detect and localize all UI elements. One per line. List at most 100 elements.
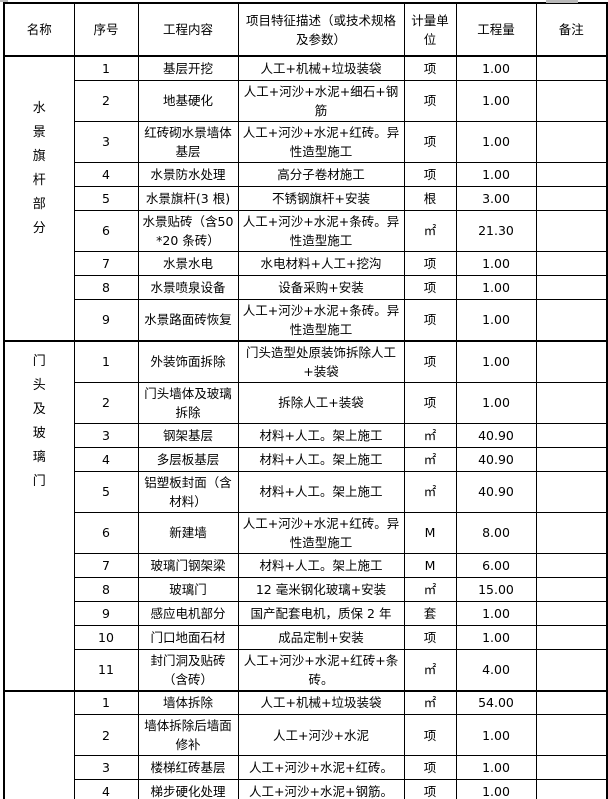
row-unit: 项 [403, 624, 457, 650]
table-header: 名称 序号 工程内容 项目特征描述（或技术规格及参数） 计量单位 工程量 备注 [3, 2, 608, 57]
table-row: 6 新建墙 人工+河沙+水泥+红砖。异性造型施工 M 8.00 [4, 511, 608, 554]
row-feature-desc: 不锈钢旗杆+安装 [237, 185, 405, 211]
row-work-content: 水景水电 [137, 250, 239, 276]
row-unit: 项 [403, 381, 457, 424]
row-remark [535, 779, 608, 799]
row-remark [535, 340, 608, 383]
row-remark [535, 381, 608, 424]
table-row: 3 钢架基层 材料+人工。架上施工 ㎡ 40.90 [4, 422, 608, 448]
header-row: 名称 序号 工程内容 项目特征描述（或技术规格及参数） 计量单位 工程量 备注 [3, 2, 608, 57]
header-serial: 序号 [73, 2, 139, 57]
row-serial: 4 [73, 779, 139, 799]
table-row: 1 墙体拆除 人工+机械+垃圾装袋 ㎡ 54.00 [3, 690, 608, 799]
row-work-content: 水景旗杆(3 根) [137, 185, 239, 211]
section-name: 水景旗杆部分 [32, 101, 46, 236]
row-unit: 项 [403, 340, 457, 383]
row-serial: 3 [73, 120, 139, 163]
row-remark [535, 250, 608, 276]
row-unit: 项 [403, 161, 457, 187]
header-remark: 备注 [535, 2, 608, 57]
row-serial: 9 [73, 298, 139, 341]
row-serial: 5 [73, 470, 139, 513]
row-serial: 2 [73, 381, 139, 424]
row-work-content: 门口地面石材 [137, 624, 239, 650]
row-serial: 11 [73, 648, 139, 691]
row-remark [535, 470, 608, 513]
row-work-content: 感应电机部分 [137, 600, 239, 626]
row-quantity: 40.90 [455, 446, 537, 472]
row-feature-desc: 12 毫米钢化玻璃+安装 [237, 576, 405, 602]
row-serial: 8 [73, 576, 139, 602]
row-quantity: 1.00 [455, 714, 537, 756]
table-row: 3 楼梯红砖基层 人工+河沙+水泥+红砖。 项 1.00 [4, 755, 608, 780]
row-work-content: 墙体拆除后墙面修补 [137, 714, 239, 756]
row-serial: 7 [73, 250, 139, 276]
row-remark [535, 185, 608, 211]
row-serial: 4 [73, 161, 139, 187]
row-remark [535, 274, 608, 300]
row-work-content: 门头墙体及玻璃拆除 [137, 381, 239, 424]
row-quantity: 40.90 [455, 422, 537, 448]
table-row: 10 门口地面石材 成品定制+安装 项 1.00 [4, 624, 608, 650]
row-work-content: 墙体拆除 [137, 690, 239, 715]
row-work-content: 水景防水处理 [137, 161, 239, 187]
row-serial: 10 [73, 624, 139, 650]
row-work-content: 玻璃门 [137, 576, 239, 602]
row-serial: 1 [73, 340, 139, 383]
row-feature-desc: 水电材料+人工+挖沟 [237, 250, 405, 276]
row-feature-desc: 高分子卷材施工 [237, 161, 405, 187]
row-work-content: 基层开挖 [137, 55, 239, 81]
row-unit: ㎡ [403, 690, 457, 715]
table-row: 8 水景喷泉设备 设备采购+安装 项 1.00 [4, 274, 608, 300]
row-quantity: 1.00 [455, 298, 537, 341]
row-unit: 套 [403, 600, 457, 626]
row-remark [535, 55, 608, 81]
row-remark [535, 298, 608, 341]
row-work-content: 水景喷泉设备 [137, 274, 239, 300]
row-unit: 项 [403, 120, 457, 163]
row-work-content: 外装饰面拆除 [137, 340, 239, 383]
section-water-feature: 水景旗杆部分 1 基层开挖 人工+机械+垃圾装袋 项 1.00 2 地基硬化 人… [3, 55, 608, 341]
row-serial: 5 [73, 185, 139, 211]
row-unit: 项 [403, 298, 457, 341]
row-remark [535, 690, 608, 715]
row-serial: 2 [73, 79, 139, 122]
row-work-content: 红砖砌水景墙体基层 [137, 120, 239, 163]
table-row: 3 红砖砌水景墙体基层 人工+河沙+水泥+红砖。异性造型施工 项 1.00 [4, 120, 608, 163]
row-unit: 项 [403, 714, 457, 756]
row-serial: 9 [73, 600, 139, 626]
table-row: 门头及玻璃门 1 外装饰面拆除 门头造型处原装饰拆除人工+装袋 项 1.00 [3, 340, 608, 691]
row-feature-desc: 人工+河沙+水泥+钢筋。 [237, 779, 405, 799]
row-unit: ㎡ [403, 648, 457, 691]
table-row: 9 感应电机部分 国产配套电机，质保 2 年 套 1.00 [4, 600, 608, 626]
section-name-cell [3, 690, 75, 799]
row-work-content: 地基硬化 [137, 79, 239, 122]
row-remark [535, 624, 608, 650]
table-row: 2 墙体拆除后墙面修补 人工+河沙+水泥 项 1.00 [4, 714, 608, 756]
section-name-cell: 水景旗杆部分 [3, 55, 75, 341]
row-feature-desc: 人工+河沙+水泥 [237, 714, 405, 756]
row-quantity: 40.90 [455, 470, 537, 513]
bill-of-quantities-table: 名称 序号 工程内容 项目特征描述（或技术规格及参数） 计量单位 工程量 备注 … [3, 2, 608, 799]
row-feature-desc: 国产配套电机，质保 2 年 [237, 600, 405, 626]
row-serial: 2 [73, 714, 139, 756]
section-unnamed: 1 墙体拆除 人工+机械+垃圾装袋 ㎡ 54.00 2 墙体拆除后墙面修补 人工… [3, 690, 608, 799]
row-unit: 项 [403, 274, 457, 300]
row-unit: M [403, 552, 457, 578]
table-row: 7 水景水电 水电材料+人工+挖沟 项 1.00 [4, 250, 608, 276]
row-feature-desc: 人工+机械+垃圾装袋 [237, 55, 405, 81]
row-feature-desc: 人工+机械+垃圾装袋 [237, 690, 405, 715]
row-serial: 1 [73, 55, 139, 81]
row-serial: 6 [73, 511, 139, 554]
header-unit: 计量单位 [403, 2, 457, 57]
header-work-content: 工程内容 [137, 2, 239, 57]
row-feature-desc: 人工+河沙+水泥+细石+钢筋 [237, 79, 405, 122]
row-serial: 4 [73, 446, 139, 472]
header-feature-desc: 项目特征描述（或技术规格及参数） [237, 2, 405, 57]
row-feature-desc: 材料+人工。架上施工 [237, 422, 405, 448]
row-serial: 1 [73, 690, 139, 715]
row-serial: 3 [73, 422, 139, 448]
screenshot-edge-artifact [546, 0, 578, 3]
row-serial: 6 [73, 209, 139, 252]
row-quantity: 4.00 [455, 648, 537, 691]
